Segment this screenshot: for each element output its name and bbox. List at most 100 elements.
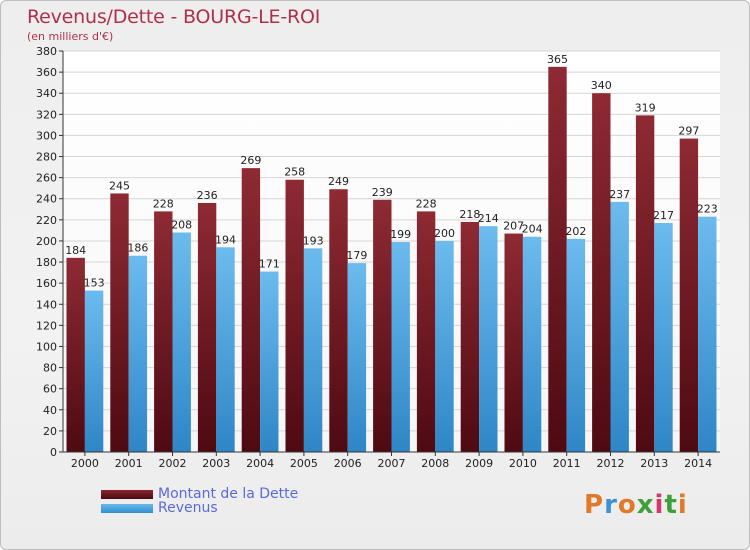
y-tick-label: 180	[36, 256, 57, 269]
x-tick-label: 2004	[246, 457, 274, 470]
logo-letter: o	[617, 490, 637, 520]
bar-revenus	[216, 247, 235, 452]
data-label-dette: 228	[416, 197, 437, 210]
data-label-dette: 319	[635, 101, 656, 114]
bar-dette	[197, 202, 217, 452]
x-tick-label: 2014	[684, 457, 712, 470]
bar-dette	[679, 138, 699, 452]
data-label-revenus: 179	[346, 249, 367, 262]
chart-subtitle: (en milliers d'€)	[27, 30, 114, 43]
bar-revenus	[172, 232, 191, 452]
legend-label-dette: Montant de la Dette	[158, 486, 299, 502]
data-label-revenus: 193	[303, 234, 324, 247]
x-tick-label: 2005	[290, 457, 318, 470]
bar-dette	[154, 211, 173, 452]
x-tick-label: 2008	[421, 457, 449, 470]
data-label-revenus: 237	[609, 188, 630, 201]
bar-revenus	[566, 238, 586, 452]
x-tick-label: 2002	[159, 457, 187, 470]
y-tick-label: 260	[36, 172, 57, 185]
bar-revenus	[698, 216, 717, 452]
bar-revenus	[435, 240, 454, 452]
logo-letter: i	[654, 490, 665, 520]
bar-dette	[110, 193, 129, 453]
bar-dette	[592, 93, 611, 453]
y-tick-label: 140	[36, 298, 57, 311]
data-label-dette: 236	[197, 189, 218, 202]
x-tick-label: 2006	[334, 457, 362, 470]
x-tick-label: 2009	[465, 457, 493, 470]
data-label-dette: 207	[503, 220, 524, 233]
data-label-revenus: 204	[522, 223, 543, 236]
x-tick-label: 2003	[202, 457, 230, 470]
y-tick-label: 120	[36, 319, 57, 332]
x-tick-label: 2000	[71, 457, 99, 470]
legend-label-revenus: Revenus	[158, 500, 218, 516]
bar-revenus	[128, 255, 148, 452]
data-label-revenus: 214	[478, 212, 499, 225]
legend-swatch-dette	[101, 490, 153, 499]
x-tick-label: 2013	[640, 457, 668, 470]
x-tick-label: 2011	[553, 457, 581, 470]
data-label-dette: 249	[328, 175, 349, 188]
bar-revenus	[391, 242, 410, 452]
bar-revenus	[347, 263, 367, 452]
y-tick-label: 300	[36, 129, 57, 142]
y-tick-label: 80	[43, 362, 57, 375]
x-tick-label: 2001	[115, 457, 143, 470]
data-label-dette: 340	[591, 79, 612, 92]
y-tick-label: 320	[36, 108, 57, 121]
bar-dette	[635, 115, 655, 452]
y-tick-label: 340	[36, 87, 57, 100]
bar-revenus	[479, 226, 498, 452]
y-tick-label: 200	[36, 235, 57, 248]
data-label-dette: 239	[372, 186, 393, 199]
data-label-dette: 297	[678, 125, 699, 138]
bar-dette	[373, 199, 392, 452]
bar-dette	[548, 66, 567, 452]
y-tick-label: 360	[36, 66, 57, 79]
bar-dette	[460, 221, 480, 452]
x-tick-label: 2010	[509, 457, 537, 470]
y-tick-label: 280	[36, 151, 57, 164]
logo-letter: r	[604, 490, 618, 520]
data-label-dette: 365	[547, 53, 568, 66]
data-label-dette: 228	[153, 197, 174, 210]
logo-letter: x	[636, 490, 655, 520]
data-label-revenus: 223	[697, 203, 718, 216]
chart-title: Revenus/Dette - BOURG-LE-ROI	[27, 6, 321, 28]
bar-revenus	[654, 223, 673, 452]
data-label-revenus: 194	[215, 233, 236, 246]
bar-revenus	[84, 290, 104, 452]
y-tick-label: 220	[36, 214, 57, 227]
data-label-revenus: 153	[84, 277, 105, 290]
bar-dette	[504, 233, 523, 452]
y-tick-label: 380	[36, 45, 57, 58]
bar-dette	[66, 257, 85, 452]
bar-dette	[285, 179, 304, 452]
y-tick-label: 20	[43, 425, 57, 438]
logo-letter: i	[677, 490, 688, 520]
data-label-revenus: 171	[259, 258, 280, 271]
y-tick-label: 160	[36, 277, 57, 290]
bar-dette	[241, 168, 261, 452]
legend-swatch-revenus	[101, 504, 153, 513]
proxiti-logo: Proxiti	[584, 490, 688, 520]
y-tick-label: 40	[43, 404, 57, 417]
bar-dette	[329, 189, 348, 452]
data-label-dette: 258	[284, 166, 305, 179]
x-tick-label: 2012	[597, 457, 625, 470]
data-label-revenus: 208	[171, 219, 192, 232]
data-label-dette: 218	[459, 208, 480, 221]
bar-revenus	[260, 271, 279, 452]
bar-revenus	[610, 201, 629, 452]
y-tick-label: 240	[36, 193, 57, 206]
logo-letter: t	[664, 490, 678, 520]
data-label-dette: 184	[65, 244, 86, 257]
y-tick-label: 100	[36, 340, 57, 353]
y-tick-label: 0	[50, 446, 57, 459]
data-label-revenus: 186	[127, 242, 148, 255]
y-tick-label: 60	[43, 383, 57, 396]
